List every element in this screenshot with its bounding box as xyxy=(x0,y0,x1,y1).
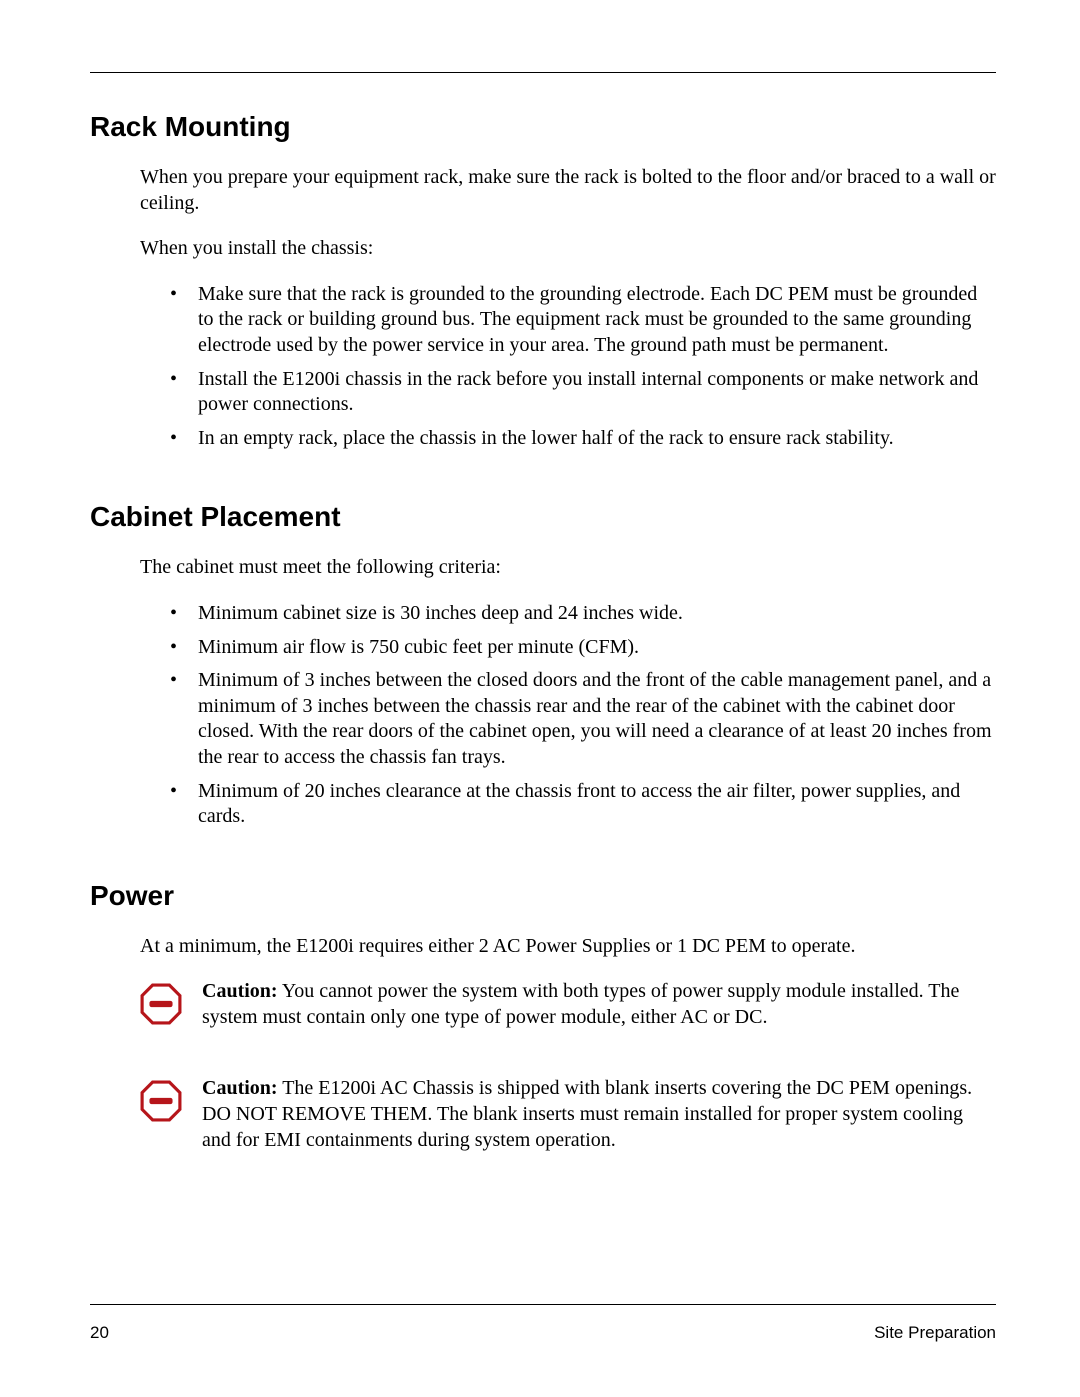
list-item: Minimum of 3 inches between the closed d… xyxy=(170,668,996,770)
caution-icon xyxy=(140,983,182,1025)
list-item: Minimum of 20 inches clearance at the ch… xyxy=(170,779,996,830)
cabinet-body: The cabinet must meet the following crit… xyxy=(90,555,996,829)
rack-paragraph-1: When you prepare your equipment rack, ma… xyxy=(140,165,996,216)
list-item: Minimum cabinet size is 30 inches deep a… xyxy=(170,601,996,627)
document-page: Rack Mounting When you prepare your equi… xyxy=(0,0,1080,1397)
caution-icon xyxy=(140,1080,182,1122)
caution-body: The E1200i AC Chassis is shipped with bl… xyxy=(202,1077,972,1150)
caution-body: You cannot power the system with both ty… xyxy=(202,980,959,1028)
rack-body: When you prepare your equipment rack, ma… xyxy=(90,165,996,451)
heading-cabinet-placement: Cabinet Placement xyxy=(90,501,996,533)
caution-text-1: Caution: You cannot power the system wit… xyxy=(202,979,996,1030)
cabinet-bullet-list: Minimum cabinet size is 30 inches deep a… xyxy=(140,601,996,830)
cabinet-paragraph-1: The cabinet must meet the following crit… xyxy=(140,555,996,581)
footer-horizontal-rule xyxy=(90,1304,996,1305)
page-footer: 20 Site Preparation xyxy=(90,1304,996,1343)
list-item: In an empty rack, place the chassis in t… xyxy=(170,426,996,452)
rack-paragraph-2: When you install the chassis: xyxy=(140,236,996,262)
caution-text-2: Caution: The E1200i AC Chassis is shippe… xyxy=(202,1076,996,1153)
caution-block-2: Caution: The E1200i AC Chassis is shippe… xyxy=(90,1076,996,1153)
list-item: Minimum air flow is 750 cubic feet per m… xyxy=(170,635,996,661)
power-paragraph-1: At a minimum, the E1200i requires either… xyxy=(140,934,996,960)
page-number: 20 xyxy=(90,1323,109,1343)
caution-block-1: Caution: You cannot power the system wit… xyxy=(90,979,996,1030)
caution-label: Caution: xyxy=(202,1077,278,1099)
power-body: At a minimum, the E1200i requires either… xyxy=(90,934,996,960)
rack-bullet-list: Make sure that the rack is grounded to t… xyxy=(140,282,996,452)
heading-rack-mounting: Rack Mounting xyxy=(90,111,996,143)
footer-section-title: Site Preparation xyxy=(874,1323,996,1343)
caution-label: Caution: xyxy=(202,980,278,1002)
top-horizontal-rule xyxy=(90,72,996,73)
list-item: Make sure that the rack is grounded to t… xyxy=(170,282,996,359)
heading-power: Power xyxy=(90,880,996,912)
list-item: Install the E1200i chassis in the rack b… xyxy=(170,367,996,418)
